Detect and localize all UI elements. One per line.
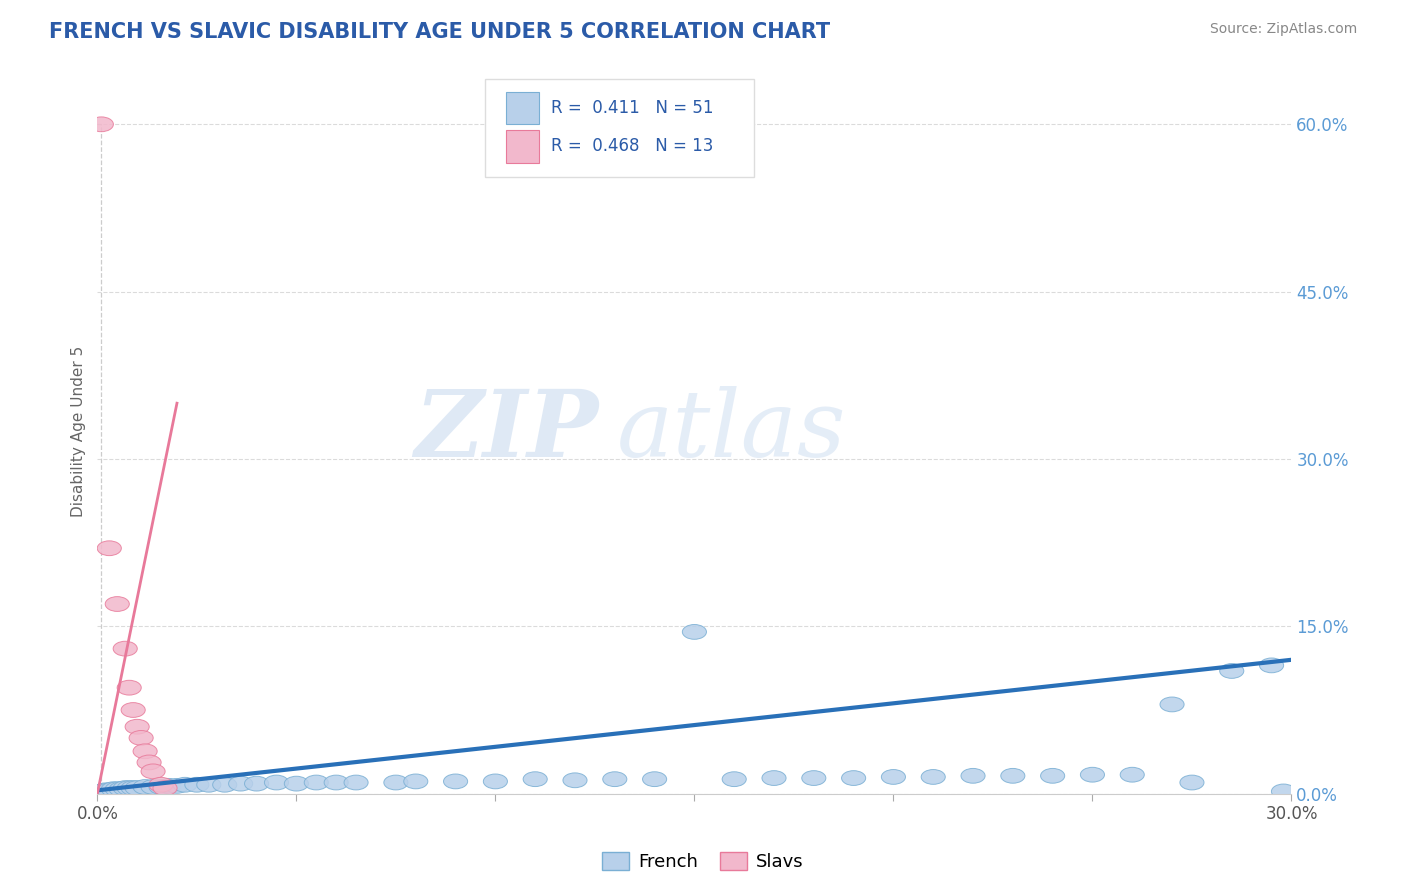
Ellipse shape bbox=[603, 772, 627, 787]
Ellipse shape bbox=[404, 774, 427, 789]
Ellipse shape bbox=[134, 744, 157, 759]
Ellipse shape bbox=[121, 780, 145, 796]
Ellipse shape bbox=[723, 772, 747, 787]
Ellipse shape bbox=[1121, 767, 1144, 782]
Ellipse shape bbox=[643, 772, 666, 787]
Ellipse shape bbox=[125, 719, 149, 734]
Ellipse shape bbox=[157, 779, 181, 793]
Ellipse shape bbox=[304, 775, 329, 790]
Ellipse shape bbox=[284, 776, 308, 791]
Ellipse shape bbox=[93, 783, 117, 797]
Ellipse shape bbox=[97, 541, 121, 556]
Ellipse shape bbox=[1219, 664, 1244, 678]
Ellipse shape bbox=[112, 641, 138, 656]
Ellipse shape bbox=[117, 681, 141, 695]
Ellipse shape bbox=[136, 755, 162, 770]
Ellipse shape bbox=[1080, 767, 1105, 782]
Ellipse shape bbox=[1180, 775, 1204, 790]
Ellipse shape bbox=[1001, 768, 1025, 783]
Ellipse shape bbox=[384, 775, 408, 790]
Ellipse shape bbox=[141, 764, 165, 779]
Ellipse shape bbox=[105, 781, 129, 797]
Text: ZIP: ZIP bbox=[415, 386, 599, 476]
Ellipse shape bbox=[112, 780, 138, 796]
Ellipse shape bbox=[184, 777, 209, 792]
Ellipse shape bbox=[134, 780, 157, 795]
Ellipse shape bbox=[121, 703, 145, 717]
Ellipse shape bbox=[325, 775, 349, 790]
Ellipse shape bbox=[125, 780, 149, 796]
Ellipse shape bbox=[523, 772, 547, 787]
Ellipse shape bbox=[117, 780, 141, 796]
Ellipse shape bbox=[762, 771, 786, 786]
Ellipse shape bbox=[882, 770, 905, 784]
Ellipse shape bbox=[89, 784, 114, 799]
Ellipse shape bbox=[921, 770, 945, 784]
Ellipse shape bbox=[229, 776, 253, 791]
Ellipse shape bbox=[153, 780, 177, 796]
Ellipse shape bbox=[89, 117, 114, 132]
Ellipse shape bbox=[173, 777, 197, 792]
Ellipse shape bbox=[149, 777, 173, 792]
Y-axis label: Disability Age Under 5: Disability Age Under 5 bbox=[72, 345, 86, 516]
Ellipse shape bbox=[960, 768, 986, 783]
Ellipse shape bbox=[101, 781, 125, 797]
Ellipse shape bbox=[562, 772, 588, 788]
Ellipse shape bbox=[1040, 768, 1064, 783]
Ellipse shape bbox=[212, 777, 236, 792]
Ellipse shape bbox=[141, 780, 165, 795]
Ellipse shape bbox=[165, 779, 188, 793]
Text: Source: ZipAtlas.com: Source: ZipAtlas.com bbox=[1209, 22, 1357, 37]
Ellipse shape bbox=[682, 624, 706, 640]
Ellipse shape bbox=[245, 776, 269, 791]
FancyBboxPatch shape bbox=[506, 92, 538, 124]
Ellipse shape bbox=[1260, 658, 1284, 673]
Text: atlas: atlas bbox=[617, 386, 846, 476]
Legend: French, Slavs: French, Slavs bbox=[595, 845, 811, 879]
FancyBboxPatch shape bbox=[485, 79, 754, 178]
Ellipse shape bbox=[1271, 784, 1295, 799]
Text: R =  0.411   N = 51: R = 0.411 N = 51 bbox=[551, 99, 714, 117]
Ellipse shape bbox=[105, 597, 129, 611]
Text: R =  0.468   N = 13: R = 0.468 N = 13 bbox=[551, 137, 713, 155]
Ellipse shape bbox=[443, 774, 468, 789]
Ellipse shape bbox=[97, 783, 121, 797]
Ellipse shape bbox=[1160, 697, 1184, 712]
FancyBboxPatch shape bbox=[506, 130, 538, 163]
Ellipse shape bbox=[129, 731, 153, 746]
Ellipse shape bbox=[484, 774, 508, 789]
Ellipse shape bbox=[110, 781, 134, 797]
Ellipse shape bbox=[801, 771, 825, 786]
Ellipse shape bbox=[344, 775, 368, 790]
Ellipse shape bbox=[197, 777, 221, 792]
Ellipse shape bbox=[149, 780, 173, 795]
Ellipse shape bbox=[842, 771, 866, 786]
Text: FRENCH VS SLAVIC DISABILITY AGE UNDER 5 CORRELATION CHART: FRENCH VS SLAVIC DISABILITY AGE UNDER 5 … bbox=[49, 22, 831, 42]
Ellipse shape bbox=[264, 775, 288, 790]
